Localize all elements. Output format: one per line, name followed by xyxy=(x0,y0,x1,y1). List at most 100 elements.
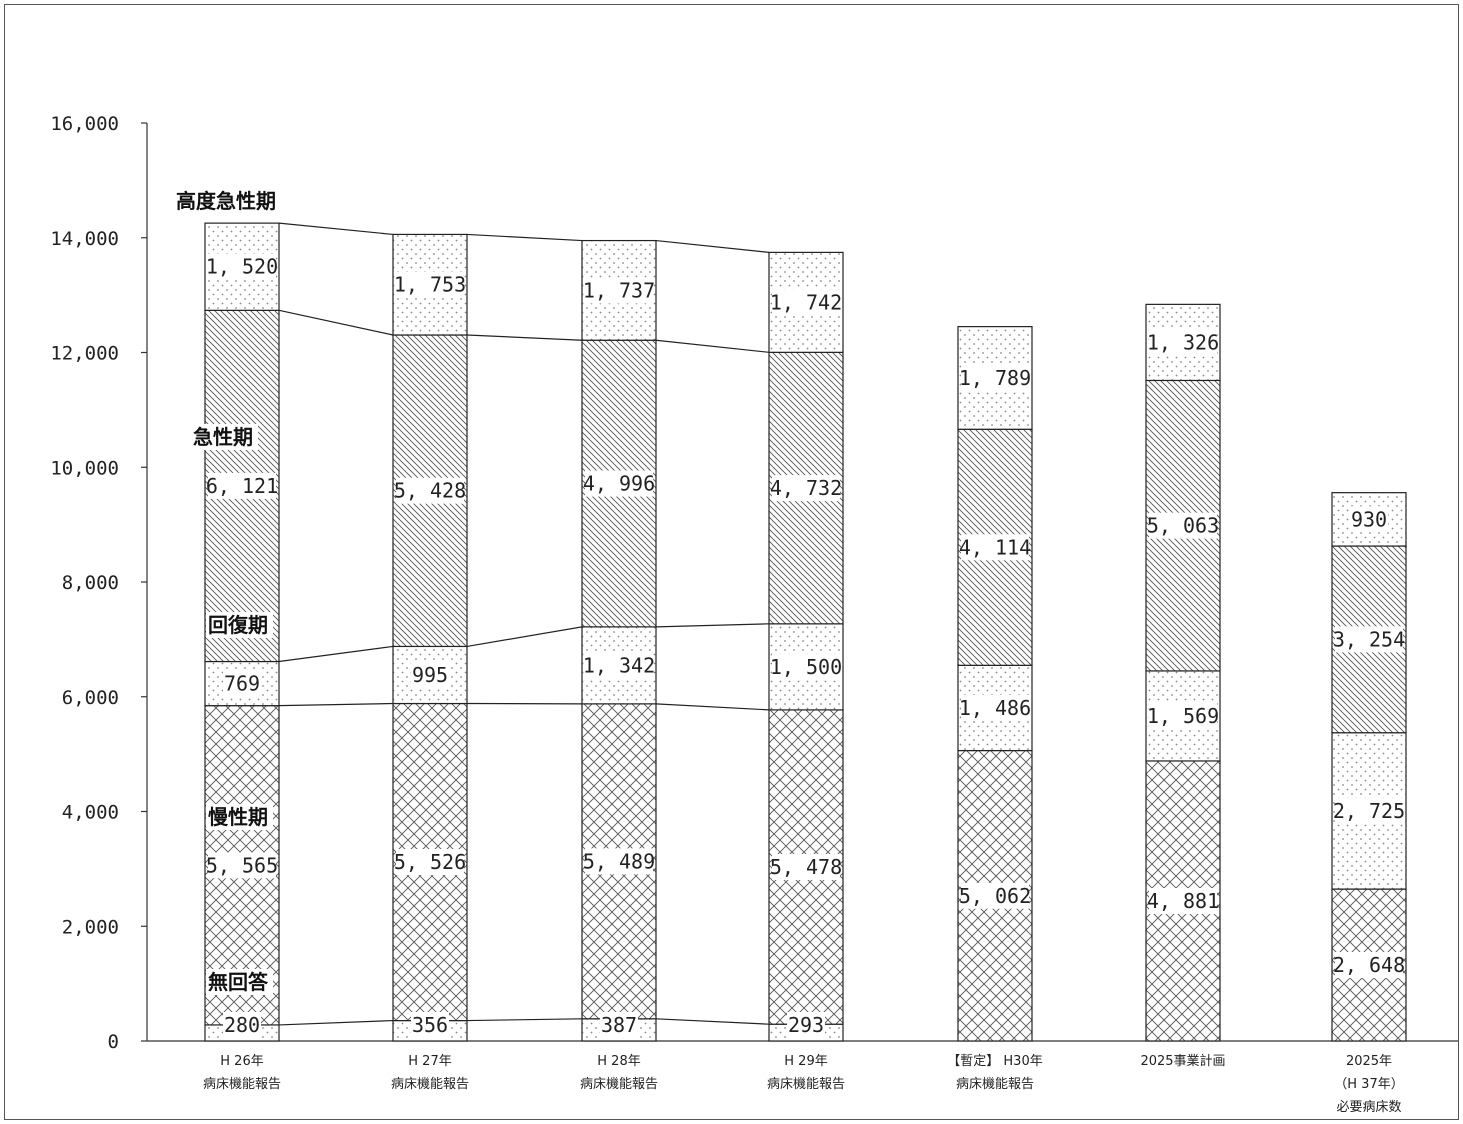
x-category-label: H 27年 xyxy=(408,1054,451,1069)
data-label-recovery: 2, 725 xyxy=(1333,799,1405,823)
series-label-bg xyxy=(206,612,273,638)
data-label-chronic: 5, 526 xyxy=(394,850,466,874)
data-label-bg xyxy=(1149,329,1217,356)
data-label-high-acute: 1, 326 xyxy=(1147,330,1219,354)
data-label-bg xyxy=(411,661,449,688)
series-label-bg xyxy=(206,969,273,995)
connector-line xyxy=(655,703,770,711)
data-label-bg xyxy=(961,882,1029,909)
connector-line xyxy=(466,233,583,242)
data-label-acute: 5, 428 xyxy=(394,479,466,503)
data-label-bg xyxy=(396,849,464,876)
y-tick-label: 10,000 xyxy=(50,457,119,479)
data-label-acute: 5, 063 xyxy=(1147,514,1219,538)
series-label-bg xyxy=(174,188,283,214)
data-label-chronic: 4, 881 xyxy=(1147,889,1219,913)
data-label-chronic: 5, 565 xyxy=(206,853,278,877)
data-label-bg xyxy=(961,534,1029,561)
connector-line xyxy=(655,339,770,353)
data-label-bg xyxy=(772,854,840,881)
data-label-bg xyxy=(208,472,276,499)
connector-line xyxy=(466,626,583,648)
x-category-label: 病床機能報告 xyxy=(580,1077,658,1092)
series-label-acute: 急性期 xyxy=(193,425,253,449)
data-label-acute: 4, 996 xyxy=(583,472,655,496)
y-tick-label: 12,000 xyxy=(50,343,119,365)
x-category-label: 病床機能報告 xyxy=(203,1077,281,1092)
x-category-label: 【暫定】 H30年 xyxy=(947,1054,1042,1069)
data-label-bg xyxy=(585,652,653,679)
x-category-label: H 28年 xyxy=(597,1054,640,1069)
data-label-bg xyxy=(1149,887,1217,914)
data-label-chronic: 5, 478 xyxy=(770,855,842,879)
x-category-label: 病床機能報告 xyxy=(767,1077,845,1092)
data-label-bg xyxy=(1335,952,1403,979)
data-label-bg xyxy=(585,848,653,875)
y-tick-label: 4,000 xyxy=(62,802,119,824)
data-label-bg xyxy=(208,253,276,280)
data-label-high-acute: 1, 737 xyxy=(583,278,655,302)
data-label-chronic: 5, 489 xyxy=(583,849,655,873)
y-tick-label: 6,000 xyxy=(62,687,119,709)
data-label-acute: 4, 732 xyxy=(770,476,842,500)
y-tick-label: 8,000 xyxy=(62,572,119,594)
data-label-bg xyxy=(396,271,464,298)
data-label-recovery: 1, 342 xyxy=(583,653,655,677)
data-label-recovery: 1, 569 xyxy=(1147,704,1219,728)
bar-segment-high-acute xyxy=(1331,492,1407,547)
data-label-acute: 6, 121 xyxy=(206,474,278,498)
data-label-no-answer: 387 xyxy=(601,1013,637,1037)
data-label-bg xyxy=(787,1012,825,1038)
connector-line xyxy=(278,1019,394,1026)
connector-line xyxy=(278,309,394,336)
data-label-bg xyxy=(585,277,653,304)
connector-line xyxy=(278,222,394,236)
series-label-bg xyxy=(206,804,273,830)
series-label-chronic: 慢性期 xyxy=(208,805,268,829)
data-label-high-acute: 1, 753 xyxy=(394,273,466,297)
x-category-label: 必要病床数 xyxy=(1336,1100,1401,1115)
data-label-no-answer: 293 xyxy=(788,1013,824,1037)
x-category-label: 病床機能報告 xyxy=(391,1077,469,1092)
data-label-bg xyxy=(208,852,276,879)
series-label-high-acute: 高度急性期 xyxy=(176,189,276,213)
data-label-bg xyxy=(1335,797,1403,824)
data-label-bg xyxy=(961,364,1029,391)
data-label-bg xyxy=(223,670,261,697)
data-label-no-answer: 280 xyxy=(224,1013,260,1037)
connector-line xyxy=(655,239,770,253)
connector-line xyxy=(655,623,770,628)
connector-line xyxy=(466,1018,583,1022)
data-label-high-acute: 1, 789 xyxy=(959,366,1031,390)
data-label-bg xyxy=(1149,512,1217,539)
data-label-bg xyxy=(1335,626,1403,653)
series-label-no-answer: 無回答 xyxy=(208,970,269,994)
data-label-bg xyxy=(411,1012,449,1038)
chart-frame xyxy=(4,4,1459,1120)
data-label-bg xyxy=(772,475,840,502)
data-label-bg xyxy=(1149,702,1217,729)
data-label-bg xyxy=(585,470,653,497)
data-label-bg xyxy=(1350,506,1388,533)
data-label-recovery: 1, 500 xyxy=(770,655,842,679)
data-label-bg xyxy=(223,1012,261,1038)
data-label-recovery: 1, 486 xyxy=(959,696,1031,720)
data-label-bg xyxy=(961,694,1029,721)
series-label-bg xyxy=(191,424,258,450)
x-category-label: （H 37年） xyxy=(1334,1077,1403,1092)
y-tick-label: 16,000 xyxy=(50,113,119,135)
connector-line xyxy=(278,645,394,663)
data-label-bg xyxy=(772,653,840,680)
data-label-acute: 4, 114 xyxy=(959,535,1031,559)
connector-line xyxy=(278,702,394,707)
data-label-high-acute: 930 xyxy=(1351,507,1387,531)
x-category-label: 2025事業計画 xyxy=(1140,1053,1225,1069)
data-label-bg xyxy=(772,289,840,316)
data-label-chronic: 5, 062 xyxy=(959,884,1031,908)
connector-line xyxy=(466,334,583,341)
data-label-no-answer: 356 xyxy=(412,1013,448,1037)
y-tick-label: 2,000 xyxy=(62,916,119,938)
data-label-high-acute: 1, 520 xyxy=(206,255,278,279)
data-label-recovery: 769 xyxy=(224,672,260,696)
y-tick-label: 0 xyxy=(108,1031,119,1053)
